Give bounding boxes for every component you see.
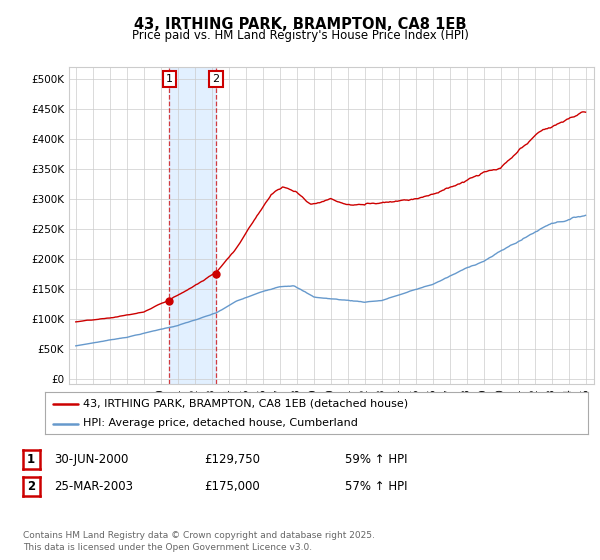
Bar — [169, 67, 216, 384]
Text: HPI: Average price, detached house, Cumberland: HPI: Average price, detached house, Cumb… — [83, 418, 358, 428]
Text: 2: 2 — [27, 479, 35, 493]
Text: 1: 1 — [166, 74, 173, 84]
Text: 59% ↑ HPI: 59% ↑ HPI — [345, 452, 407, 466]
Text: £175,000: £175,000 — [204, 479, 260, 493]
Text: 57% ↑ HPI: 57% ↑ HPI — [345, 479, 407, 493]
Text: Contains HM Land Registry data © Crown copyright and database right 2025.
This d: Contains HM Land Registry data © Crown c… — [23, 531, 374, 552]
Text: 1: 1 — [27, 452, 35, 466]
Text: 43, IRTHING PARK, BRAMPTON, CA8 1EB: 43, IRTHING PARK, BRAMPTON, CA8 1EB — [134, 17, 466, 32]
Text: 2: 2 — [212, 74, 220, 84]
Text: £129,750: £129,750 — [204, 452, 260, 466]
Text: 30-JUN-2000: 30-JUN-2000 — [54, 452, 128, 466]
Text: 25-MAR-2003: 25-MAR-2003 — [54, 479, 133, 493]
Text: 43, IRTHING PARK, BRAMPTON, CA8 1EB (detached house): 43, IRTHING PARK, BRAMPTON, CA8 1EB (det… — [83, 399, 408, 409]
Text: Price paid vs. HM Land Registry's House Price Index (HPI): Price paid vs. HM Land Registry's House … — [131, 29, 469, 42]
